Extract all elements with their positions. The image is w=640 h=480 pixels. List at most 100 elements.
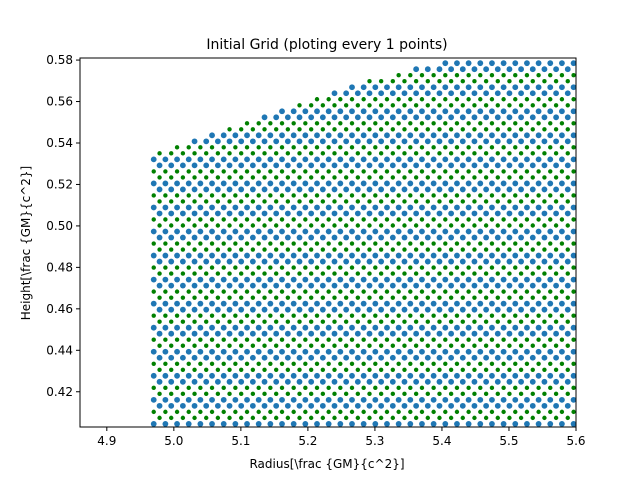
scatter-point-blue	[448, 114, 455, 121]
scatter-point-blue	[325, 276, 332, 283]
scatter-point-blue	[354, 90, 361, 97]
scatter-point-green	[536, 145, 541, 150]
scatter-point-green	[262, 271, 267, 276]
scatter-point-green	[571, 97, 576, 102]
scatter-point-blue	[302, 300, 309, 307]
scatter-point-blue	[483, 138, 490, 145]
scatter-point-blue	[349, 324, 355, 331]
scatter-point-green	[408, 409, 413, 415]
scatter-point-green	[227, 175, 232, 180]
scatter-point-green	[326, 313, 331, 318]
scatter-point-blue	[535, 372, 542, 379]
scatter-point-blue	[302, 252, 309, 259]
scatter-point-blue	[249, 162, 256, 169]
scatter-point-green	[250, 223, 256, 228]
scatter-point-green	[542, 175, 547, 180]
scatter-point-blue	[524, 252, 530, 259]
scatter-point-green	[443, 265, 448, 270]
scatter-point-blue	[168, 282, 175, 289]
scatter-point-green	[542, 295, 547, 300]
scatter-point-green	[192, 223, 197, 228]
scatter-point-green	[501, 385, 506, 391]
scatter-point-green	[239, 319, 244, 324]
scatter-point-blue	[314, 372, 320, 379]
scatter-point-blue	[506, 354, 513, 361]
scatter-point-green	[402, 343, 407, 348]
scatter-point-green	[489, 265, 495, 270]
scatter-point-green	[163, 241, 168, 246]
scatter-point-green	[530, 175, 535, 180]
scatter-point-green	[431, 121, 436, 126]
scatter-point-blue	[500, 180, 507, 187]
scatter-point-green	[472, 271, 477, 276]
scatter-point-blue	[454, 60, 460, 67]
scatter-point-green	[536, 337, 541, 342]
scatter-point-green	[233, 337, 238, 342]
scatter-point-green	[204, 415, 209, 421]
scatter-point-blue	[360, 228, 367, 235]
scatter-point-green	[396, 73, 401, 78]
scatter-point-blue	[494, 90, 501, 97]
scatter-point-green	[373, 265, 378, 270]
scatter-point-blue	[249, 138, 256, 145]
scatter-point-green	[215, 295, 221, 300]
scatter-point-blue	[524, 276, 530, 283]
scatter-point-green	[565, 271, 570, 276]
scatter-point-blue	[366, 210, 373, 217]
scatter-point-blue	[570, 300, 576, 307]
scatter-point-green	[169, 415, 174, 421]
scatter-point-green	[367, 175, 372, 180]
scatter-point-green	[256, 385, 261, 391]
scatter-point-blue	[238, 354, 245, 361]
scatter-point-green	[256, 169, 261, 174]
scatter-point-blue	[191, 378, 198, 385]
scatter-point-green	[180, 343, 186, 348]
scatter-point-green	[221, 217, 226, 222]
scatter-point-green	[431, 193, 436, 198]
scatter-point-blue	[220, 348, 227, 355]
scatter-point-blue	[430, 156, 437, 163]
scatter-point-blue	[255, 132, 262, 139]
scatter-point-green	[518, 343, 524, 348]
scatter-point-blue	[197, 276, 204, 283]
scatter-point-blue	[436, 210, 443, 217]
scatter-point-blue	[442, 156, 449, 163]
scatter-point-green	[291, 289, 296, 294]
scatter-point-blue	[500, 396, 507, 403]
scatter-point-green	[303, 313, 308, 318]
scatter-point-blue	[226, 210, 233, 217]
scatter-point-blue	[407, 300, 414, 307]
scatter-point-green	[279, 265, 285, 270]
scatter-point-green	[396, 97, 401, 102]
scatter-point-green	[448, 199, 454, 204]
scatter-point-green	[151, 241, 156, 246]
scatter-point-green	[332, 199, 337, 204]
scatter-point-blue	[570, 108, 576, 115]
scatter-point-green	[180, 199, 186, 204]
scatter-point-green	[548, 241, 553, 246]
scatter-point-green	[291, 265, 296, 270]
scatter-point-green	[472, 151, 477, 156]
scatter-point-blue	[244, 276, 250, 283]
scatter-point-blue	[203, 138, 210, 145]
scatter-point-green	[151, 193, 156, 198]
scatter-point-blue	[430, 396, 437, 403]
scatter-point-blue	[314, 300, 320, 307]
scatter-point-blue	[541, 234, 548, 241]
scatter-point-blue	[314, 108, 320, 115]
scatter-point-blue	[442, 228, 449, 235]
scatter-point-blue	[325, 252, 332, 259]
scatter-point-green	[507, 151, 512, 156]
scatter-point-green	[454, 313, 460, 318]
scatter-point-blue	[244, 420, 250, 427]
scatter-point-blue	[220, 156, 227, 163]
scatter-point-blue	[238, 330, 245, 337]
scatter-point-green	[256, 289, 261, 294]
scatter-point-green	[472, 295, 477, 300]
scatter-point-green	[559, 337, 565, 342]
scatter-point-green	[483, 343, 489, 348]
scatter-point-blue	[535, 180, 542, 187]
scatter-point-green	[332, 247, 337, 252]
scatter-point-blue	[401, 138, 408, 145]
scatter-point-blue	[419, 372, 425, 379]
